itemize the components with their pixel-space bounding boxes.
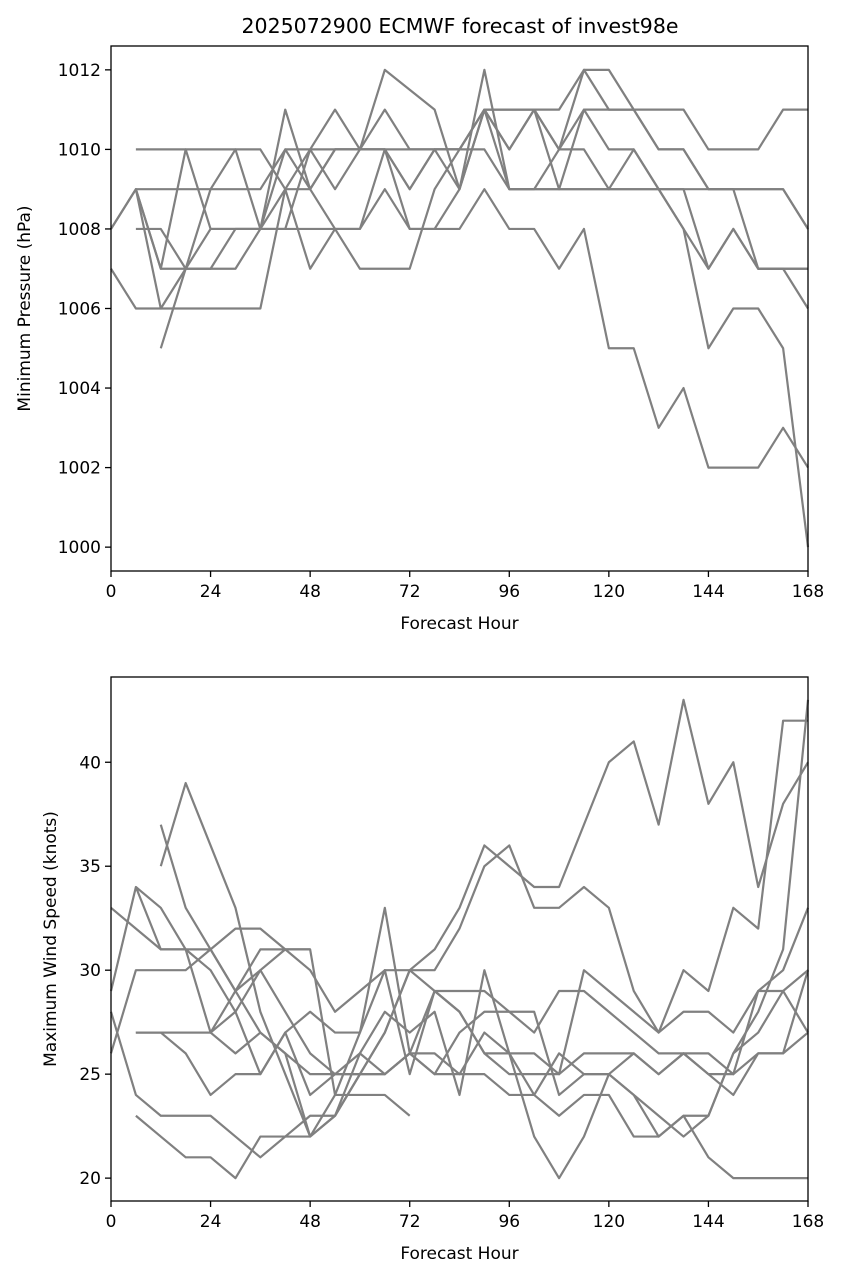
wind-y-tick-label: 40 xyxy=(79,753,101,773)
chart-title: 2025072900 ECMWF forecast of invest98e xyxy=(241,14,678,38)
pressure-y-tick-label: 1008 xyxy=(58,220,101,240)
pressure-y-tick-label: 1004 xyxy=(58,379,101,399)
pressure-x-tick-label: 168 xyxy=(792,582,824,602)
wind-y-tick-label: 30 xyxy=(79,961,101,981)
pressure-series-line-6 xyxy=(159,68,808,349)
pressure-series-group xyxy=(110,68,810,548)
pressure-chart-panel: 2025072900 ECMWF forecast of invest98e 0… xyxy=(15,14,824,634)
wind-y-tick-label: 25 xyxy=(79,1065,101,1085)
wind-chart-panel: 0 24 48 72 96 120 144 168 20 25 30 35 40 Forecast H… xyxy=(41,676,824,1264)
pressure-x-tick-label: 144 xyxy=(692,582,724,602)
pressure-x-ticks: 0 24 48 72 96 120 144 168 xyxy=(106,571,824,602)
pressure-x-tick-label: 48 xyxy=(299,582,321,602)
pressure-series-line-8 xyxy=(110,108,809,310)
pressure-x-axis-label: Forecast Hour xyxy=(400,614,518,634)
wind-series-group xyxy=(109,698,810,1180)
wind-y-ticks: 20 25 30 35 40 xyxy=(79,753,111,1189)
wind-x-tick-label: 0 xyxy=(106,1212,117,1232)
pressure-y-tick-label: 1010 xyxy=(58,140,101,160)
pressure-x-tick-label: 72 xyxy=(399,582,421,602)
wind-y-tick-label: 20 xyxy=(79,1169,101,1189)
wind-series-line-10 xyxy=(135,907,810,1097)
wind-x-tick-label: 144 xyxy=(692,1212,724,1232)
pressure-series-line-3 xyxy=(110,188,809,469)
wind-y-axis-label: Maximum Wind Speed (knots) xyxy=(41,811,61,1067)
wind-series-line-11 xyxy=(135,969,809,1180)
wind-series-line-5 xyxy=(135,719,808,1034)
wind-series-line-2 xyxy=(110,906,809,1076)
pressure-y-axis-label: Minimum Pressure (hPa) xyxy=(15,205,35,411)
wind-x-tick-label: 72 xyxy=(399,1212,421,1232)
pressure-series-line-4 xyxy=(134,108,810,548)
pressure-y-ticks: 1000 1002 1004 1006 1008 1010 1012 xyxy=(58,61,111,558)
pressure-x-tick-label: 0 xyxy=(106,582,117,602)
pressure-x-tick-label: 96 xyxy=(498,582,520,602)
pressure-x-tick-label: 120 xyxy=(593,582,625,602)
wind-series-line-4 xyxy=(135,1093,411,1180)
wind-series-line-9 xyxy=(159,699,810,1138)
wind-x-tick-label: 48 xyxy=(299,1212,321,1232)
pressure-y-tick-label: 1000 xyxy=(58,538,101,558)
pressure-y-tick-label: 1006 xyxy=(58,300,101,320)
wind-x-ticks: 0 24 48 72 96 120 144 168 xyxy=(106,1201,824,1232)
wind-series-line-8 xyxy=(109,969,810,1159)
pressure-y-tick-label: 1012 xyxy=(58,61,101,81)
pressure-y-tick-label: 1002 xyxy=(58,459,101,479)
wind-x-tick-label: 120 xyxy=(593,1212,625,1232)
wind-series-line-1 xyxy=(159,698,809,1138)
wind-x-tick-label: 96 xyxy=(498,1212,520,1232)
wind-x-axis-label: Forecast Hour xyxy=(400,1244,518,1264)
wind-plot-frame xyxy=(110,676,809,1202)
pressure-x-tick-label: 24 xyxy=(200,582,222,602)
wind-x-tick-label: 168 xyxy=(792,1212,824,1232)
wind-x-tick-label: 24 xyxy=(200,1212,222,1232)
wind-y-tick-label: 35 xyxy=(79,857,101,877)
